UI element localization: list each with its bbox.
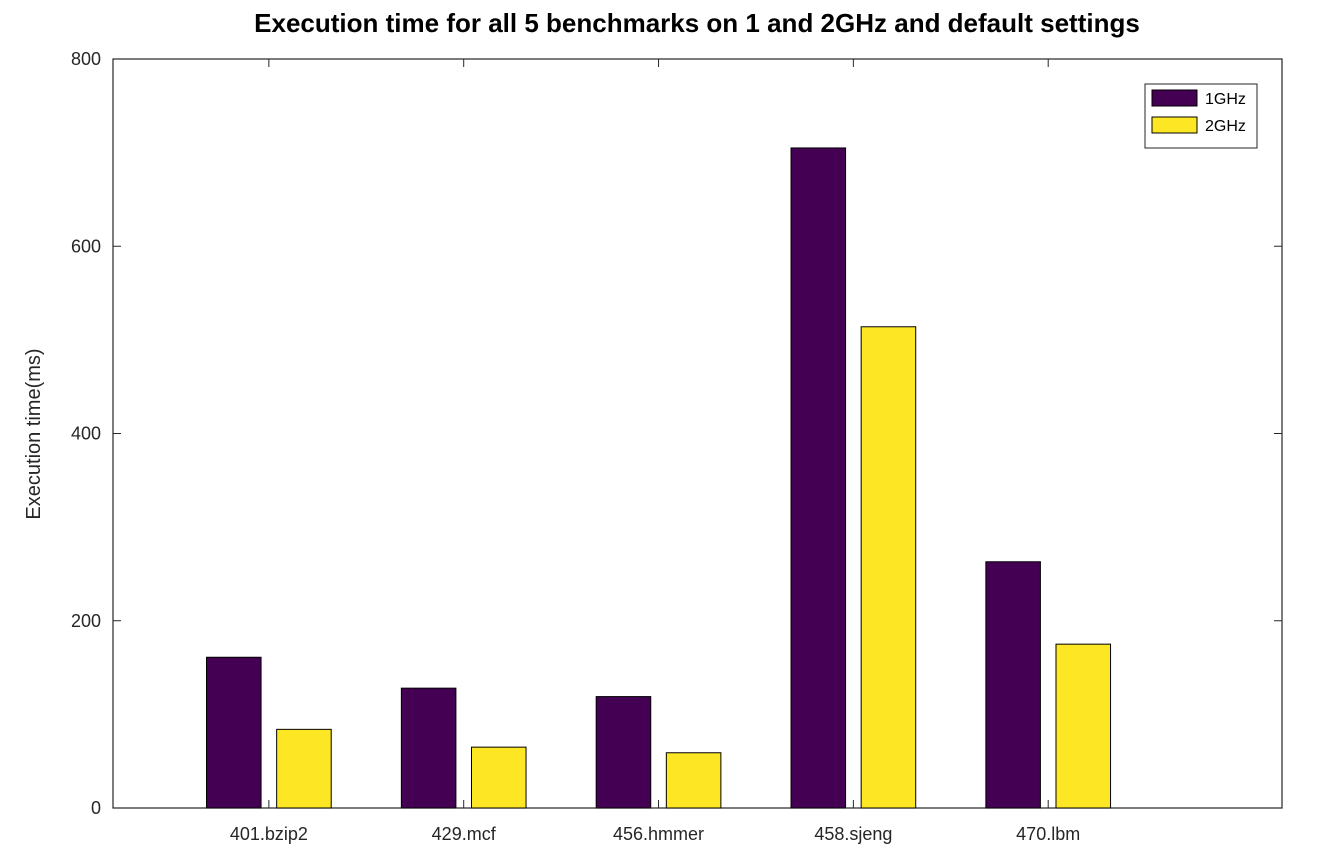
- x-tick-label: 429.mcf: [432, 824, 497, 844]
- bar-2ghz-458-sjeng: [860, 326, 917, 809]
- x-tick-label: 456.hmmer: [613, 824, 704, 844]
- bar-2ghz-470-lbm: [1055, 643, 1112, 809]
- bar-1ghz-458-sjeng: [790, 147, 847, 809]
- chart-title: Execution time for all 5 benchmarks on 1…: [254, 8, 1140, 38]
- y-tick-label: 400: [71, 424, 101, 444]
- bar-2ghz-401-bzip2: [276, 728, 332, 809]
- y-tick-label: 800: [71, 49, 101, 69]
- x-tick-label: 458.sjeng: [814, 824, 892, 844]
- bar-1ghz-429-mcf: [400, 687, 457, 809]
- x-tick-label: 401.bzip2: [230, 824, 308, 844]
- x-tick-label: 470.lbm: [1016, 824, 1080, 844]
- bar-2ghz-456-hmmer: [665, 752, 722, 809]
- y-axis-label: Execution time(ms): [23, 348, 45, 519]
- legend-label-1ghz: 1GHz: [1205, 91, 1246, 108]
- y-tick-label: 200: [71, 611, 101, 631]
- legend-swatch-2ghz: [1151, 116, 1198, 134]
- bar-1ghz-456-hmmer: [595, 696, 652, 809]
- y-tick-label: 0: [91, 798, 101, 818]
- bar-1ghz-470-lbm: [985, 561, 1041, 809]
- bar-1ghz-401-bzip2: [206, 656, 262, 809]
- legend-swatch-1ghz: [1151, 89, 1198, 107]
- bar-2ghz-429-mcf: [470, 746, 527, 809]
- legend-label-2ghz: 2GHz: [1205, 118, 1246, 135]
- y-tick-label: 600: [71, 236, 101, 256]
